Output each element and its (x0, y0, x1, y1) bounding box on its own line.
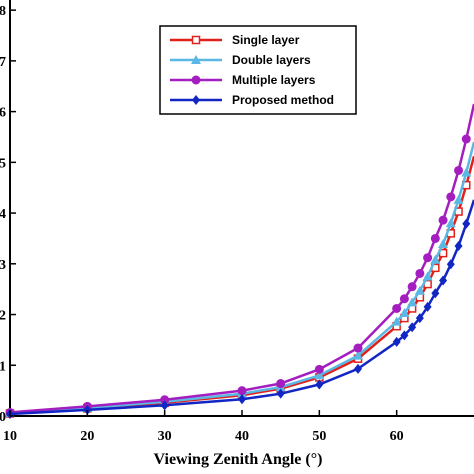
x-axis-title: Viewing Zenith Angle (°) (154, 451, 323, 468)
x-tick-label: 20 (80, 429, 94, 444)
data-point-proposed-method (392, 336, 401, 347)
data-point-proposed-method (462, 218, 471, 229)
x-tick-label: 30 (158, 429, 172, 444)
data-point-multiple-layers (399, 294, 409, 304)
y-tick-label: 4 (0, 207, 6, 222)
data-point-double-layers (407, 297, 418, 307)
series-line-double-layers (9, 141, 474, 415)
data-point-proposed-method (315, 379, 324, 390)
legend-label-double-layers: Double layers (232, 53, 311, 67)
data-point-double-layers (314, 370, 325, 380)
data-point-proposed-method (354, 363, 362, 374)
data-point-multiple-layers (314, 364, 324, 374)
legend-marker-single-layer (191, 35, 201, 45)
data-point-proposed-method (431, 288, 440, 299)
legend-label-proposed-method: Proposed method (232, 93, 334, 107)
x-tick-label: 50 (312, 429, 326, 444)
legend-marker-multiple-layers (191, 75, 201, 85)
data-point-double-layers (353, 350, 363, 360)
data-point-double-layers (414, 285, 425, 295)
data-point-proposed-method (160, 400, 169, 411)
data-point-proposed-method (423, 301, 432, 312)
series-layer (5, 103, 474, 419)
y-tick-label: 2 (0, 309, 6, 324)
x-tick-label: 10 (3, 429, 17, 444)
y-tick-label: 3 (0, 258, 6, 273)
data-point-multiple-layers (423, 253, 433, 263)
ticks-layer: 10 20 30 40 50 60 0 1 2 3 4 5 6 7 8 (0, 4, 404, 444)
data-point-double-layers (391, 316, 402, 326)
y-tick-label: 6 (0, 106, 6, 121)
y-tick-label: 0 (0, 410, 6, 425)
data-point-proposed-method (400, 330, 409, 341)
data-point-double-layers (430, 254, 441, 264)
series-multiple-layers (5, 103, 474, 417)
data-point-multiple-layers (438, 215, 448, 225)
y-tick-label: 5 (0, 156, 6, 171)
data-point-double-layers (461, 167, 472, 177)
legend-label-multiple-layers: Multiple layers (232, 73, 316, 87)
x-tick-label: 40 (235, 429, 249, 444)
data-point-proposed-method (408, 322, 417, 333)
series-single-layer (5, 155, 474, 418)
y-tick-label: 7 (0, 55, 6, 70)
data-point-proposed-method (454, 241, 463, 252)
data-point-proposed-method (415, 313, 424, 324)
data-point-double-layers (453, 194, 464, 204)
data-point-multiple-layers (446, 192, 456, 202)
data-point-multiple-layers (392, 303, 402, 313)
data-point-proposed-method (238, 394, 246, 405)
data-point-proposed-method (439, 275, 448, 286)
data-point-multiple-layers (353, 343, 363, 353)
data-point-double-layers (399, 308, 410, 318)
legend-marker-proposed-method (192, 95, 200, 105)
data-point-proposed-method (83, 404, 92, 415)
data-point-multiple-layers (415, 268, 425, 278)
data-point-multiple-layers (237, 386, 247, 396)
data-point-double-layers (438, 239, 449, 249)
series-line-proposed-method (9, 199, 474, 416)
data-point-proposed-method (446, 259, 455, 270)
plot-frame (9, 0, 474, 417)
legend-label-single-layer: Single layer (232, 33, 300, 47)
data-point-multiple-layers (454, 165, 464, 175)
series-double-layers (5, 141, 474, 417)
data-point-multiple-layers (461, 134, 471, 144)
data-point-double-layers (422, 271, 433, 281)
plot-border (9, 0, 474, 417)
series-proposed-method (6, 199, 474, 419)
data-point-double-layers (445, 218, 456, 228)
x-tick-label: 60 (390, 429, 404, 444)
data-point-multiple-layers (160, 395, 170, 405)
y-tick-label: 8 (0, 4, 6, 19)
y-tick-label: 1 (0, 359, 6, 374)
legend-marker-double-layers (191, 55, 201, 64)
series-line-multiple-layers (9, 103, 474, 414)
data-point-multiple-layers (276, 379, 286, 389)
data-point-multiple-layers (430, 233, 440, 243)
series-line-single-layer (9, 155, 474, 415)
data-point-multiple-layers (407, 282, 417, 292)
data-point-proposed-method (276, 388, 285, 399)
legend: Single layer Double layers Multiple layers… (159, 25, 357, 115)
